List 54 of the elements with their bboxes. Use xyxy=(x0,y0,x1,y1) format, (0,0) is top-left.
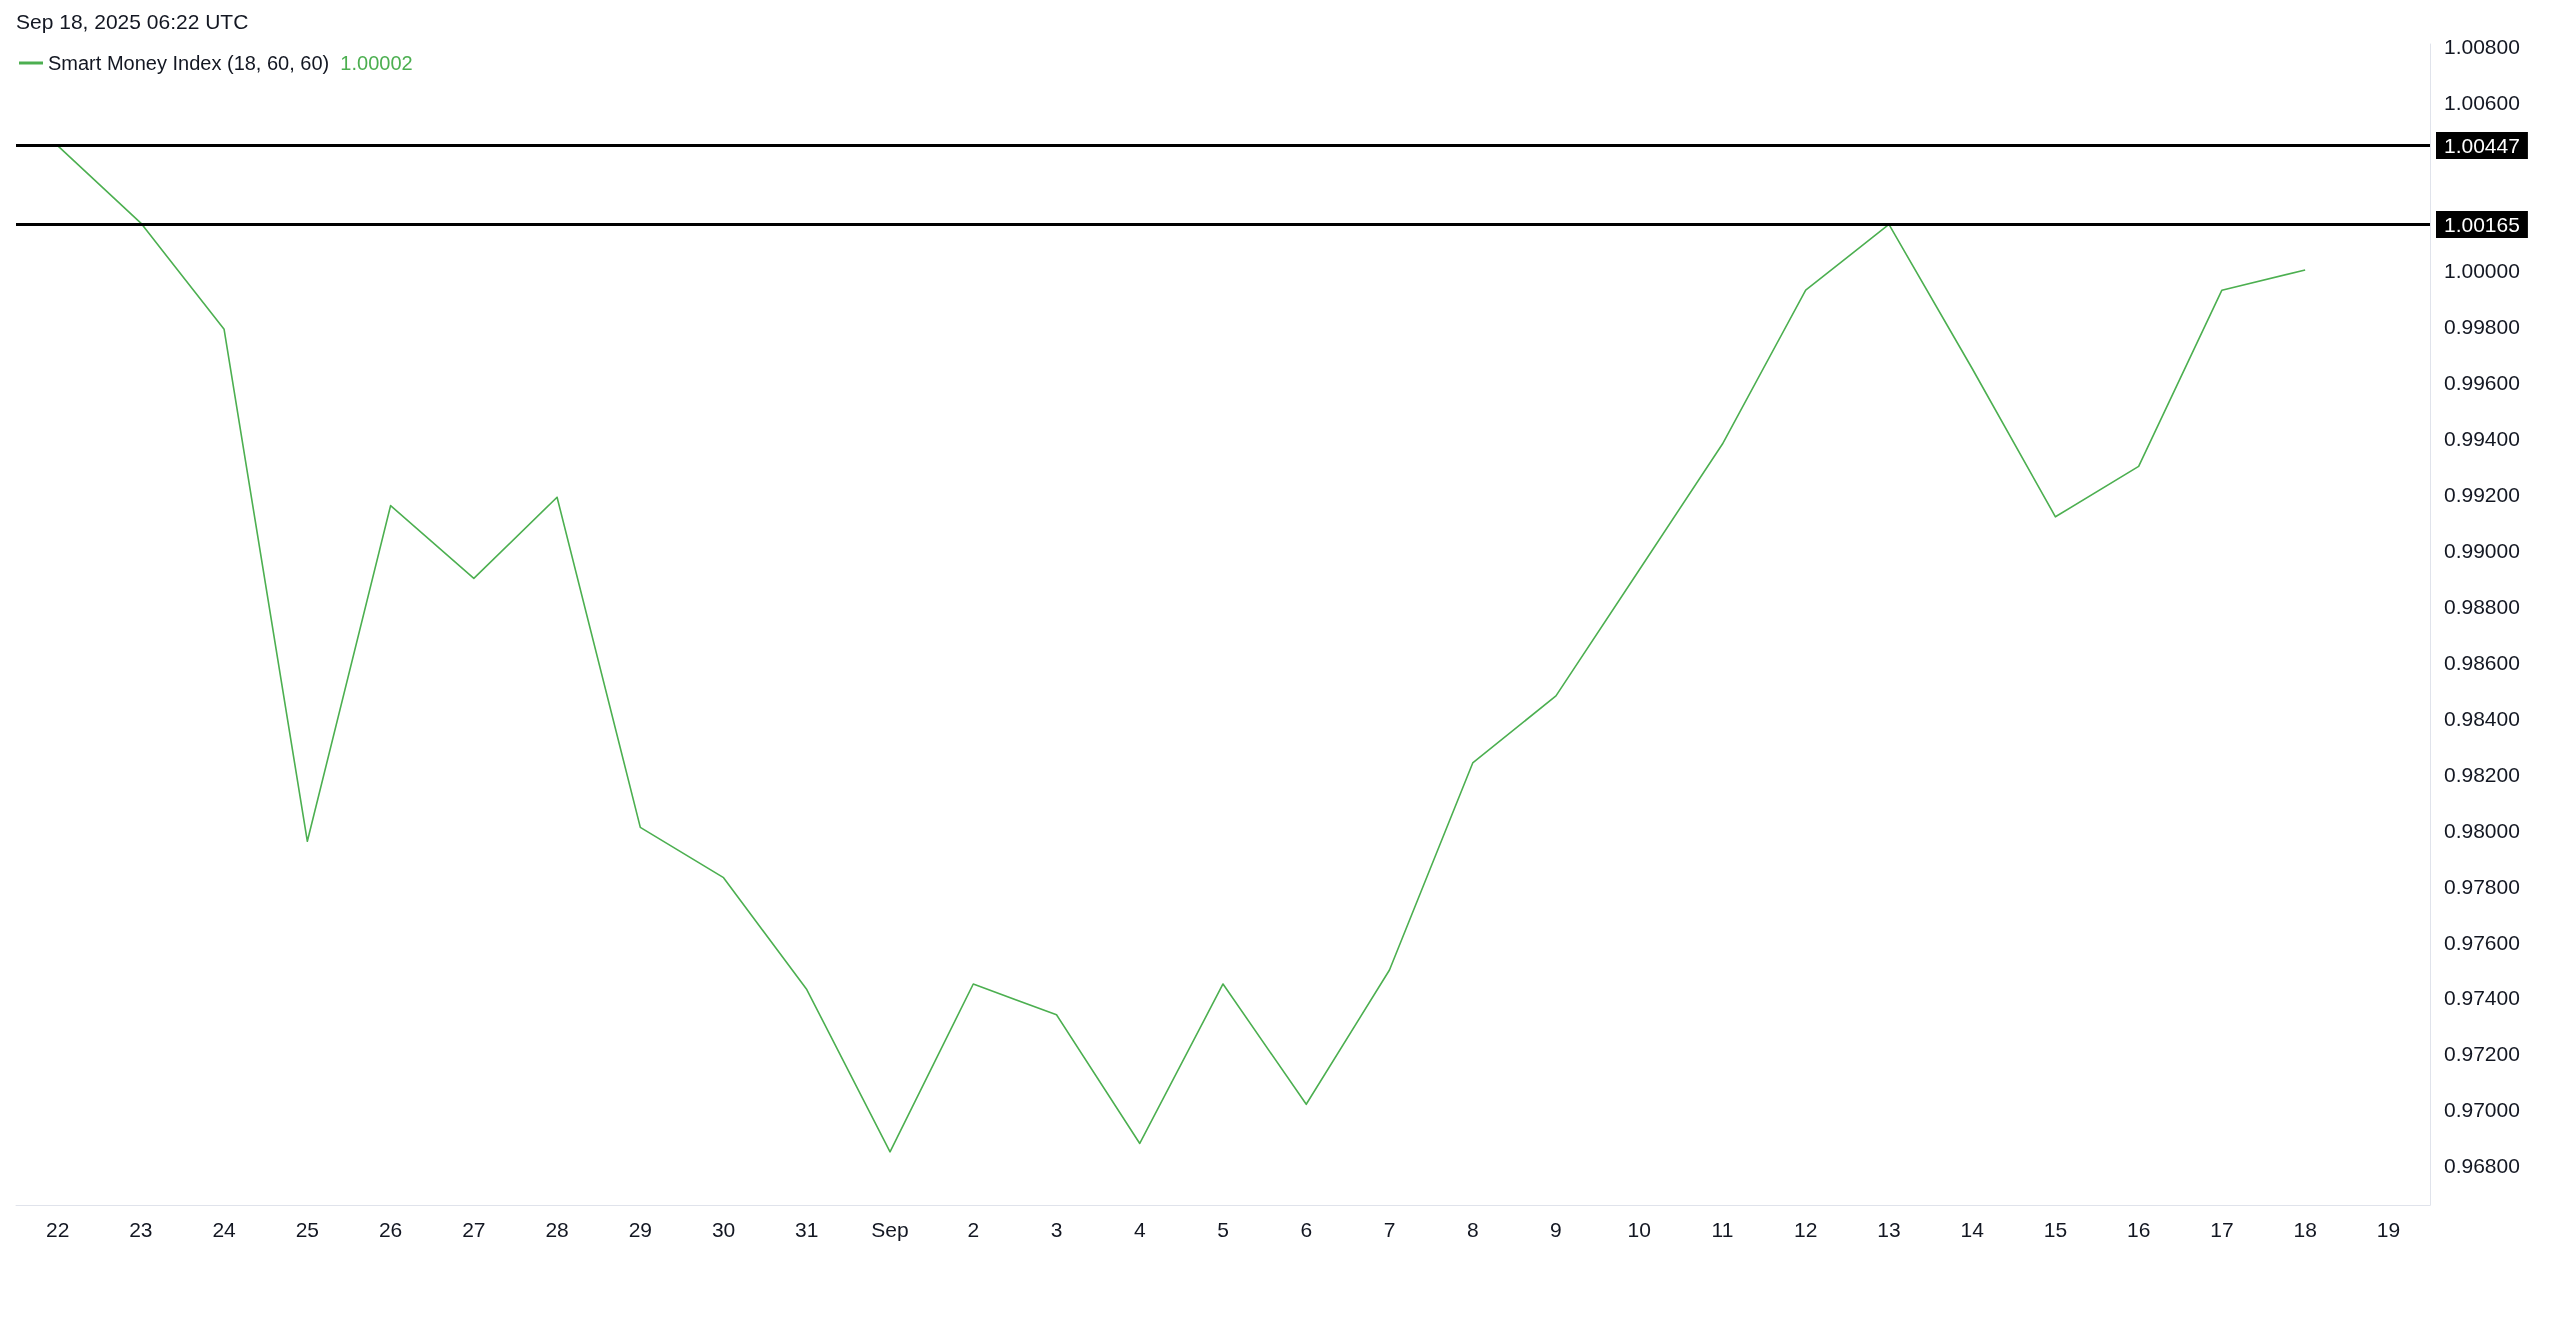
x-tick-label: 4 xyxy=(1133,1218,1146,1241)
x-tick-label: 25 xyxy=(295,1218,320,1241)
y-tick-label: 0.99600 xyxy=(2444,371,2520,395)
y-tick-label: 0.97000 xyxy=(2444,1098,2520,1122)
x-tick-label: 27 xyxy=(462,1218,486,1241)
x-tick-label: 29 xyxy=(628,1218,652,1241)
y-tick-label: 0.98200 xyxy=(2444,762,2520,786)
y-tick-label: 0.97200 xyxy=(2444,1042,2520,1066)
x-tick-label: 23 xyxy=(129,1218,153,1241)
x-tick-label: 13 xyxy=(1877,1218,1901,1241)
y-tick-label: 0.98800 xyxy=(2444,594,2520,618)
x-tick-label: 12 xyxy=(1794,1218,1818,1241)
x-tick-label: 18 xyxy=(2293,1218,2317,1241)
x-tick-label: 2 xyxy=(967,1218,980,1241)
y-tick-label: 0.97800 xyxy=(2444,874,2520,898)
x-tick-label: 24 xyxy=(212,1218,237,1241)
y-tick-label: 1.00800 xyxy=(2444,35,2520,59)
y-tick-label: 1.00600 xyxy=(2444,91,2520,115)
y-tick-label: 0.99400 xyxy=(2444,426,2520,450)
ref-line-label: 1.00165 xyxy=(2444,212,2520,236)
x-tick-label: 17 xyxy=(2210,1218,2234,1241)
y-tick-label: 0.98000 xyxy=(2444,818,2520,842)
x-tick-label: 3 xyxy=(1050,1218,1063,1241)
y-tick-label: 0.97400 xyxy=(2444,986,2520,1010)
x-tick-label: 15 xyxy=(2043,1218,2068,1241)
y-tick-label: 1.00000 xyxy=(2444,259,2520,283)
x-tick-label: 10 xyxy=(1627,1218,1651,1241)
x-tick-label: 19 xyxy=(2376,1218,2401,1241)
x-tick-label: Sep xyxy=(871,1218,909,1241)
y-tick-label: 0.99200 xyxy=(2444,482,2520,506)
annotation: 1.00002 xyxy=(340,52,413,74)
x-tick-label: 8 xyxy=(1466,1218,1479,1241)
x-tick-label: 5 xyxy=(1217,1218,1229,1241)
x-tick-label: 14 xyxy=(1960,1218,1985,1241)
x-tick-label: 30 xyxy=(711,1218,736,1241)
y-tick-label: 0.99000 xyxy=(2444,538,2520,562)
x-tick-label: 11 xyxy=(1711,1218,1734,1241)
legend-label: Smart Money Index (18, 60, 60) xyxy=(48,52,341,74)
x-tick-label: 22 xyxy=(45,1218,70,1241)
ref-line-label: 1.00447 xyxy=(2444,134,2520,158)
y-tick-label: 0.97600 xyxy=(2444,930,2520,954)
x-tick-label: 16 xyxy=(2126,1218,2151,1241)
x-tick-label: 9 xyxy=(1550,1218,1562,1241)
y-tick-label: 0.99800 xyxy=(2444,315,2520,339)
y-tick-label: 0.98400 xyxy=(2444,706,2520,730)
x-tick-label: 6 xyxy=(1300,1218,1313,1241)
line-series xyxy=(56,144,2306,1153)
x-tick-label: 28 xyxy=(545,1218,569,1241)
x-tick-label: 26 xyxy=(378,1218,403,1241)
text: Sep 18, 2025 06:22 UTC xyxy=(16,10,249,34)
y-tick-label: 0.96800 xyxy=(2444,1154,2520,1178)
y-tick-label: 0.98600 xyxy=(2444,650,2520,674)
x-tick-label: 31 xyxy=(795,1218,819,1241)
x-tick-label: 7 xyxy=(1383,1218,1396,1241)
